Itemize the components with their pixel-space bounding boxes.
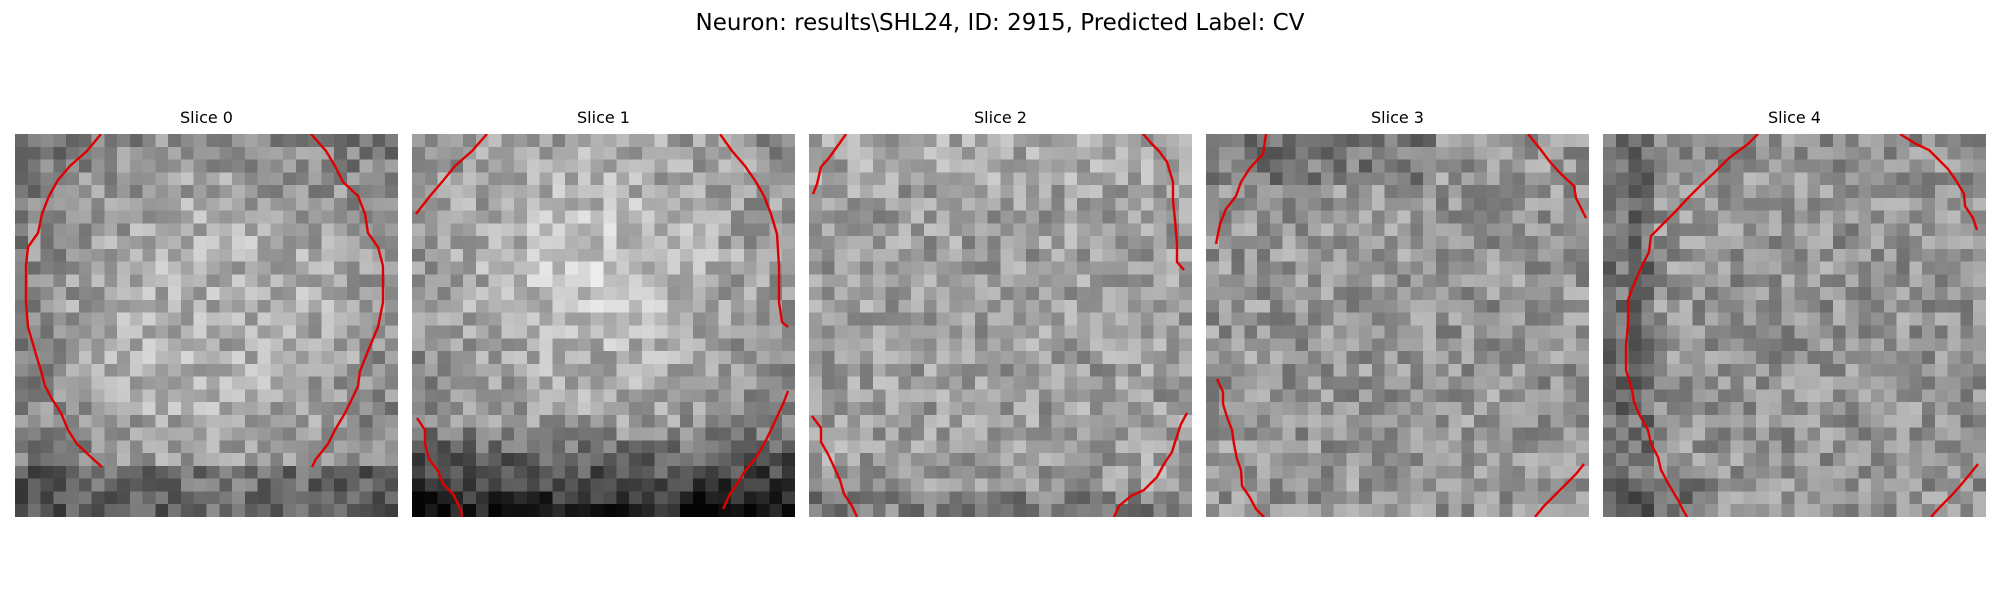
- slice-image-3: [1206, 134, 1589, 517]
- slice-title-0: Slice 0: [180, 108, 233, 127]
- figure-title: Neuron: results\SHL24, ID: 2915, Predict…: [695, 10, 1305, 36]
- slice-image-1: [412, 134, 795, 517]
- slice-title-1: Slice 1: [577, 108, 630, 127]
- slice-panel-2: Slice 2: [809, 108, 1192, 517]
- roi-contour-0: [24, 134, 385, 468]
- roi-contour-3: [1214, 134, 1588, 517]
- slice-image-2: [809, 134, 1192, 517]
- slice-image-4: [1603, 134, 1986, 517]
- roi-contour-1: [415, 134, 790, 517]
- slice-panel-1: Slice 1: [412, 108, 795, 517]
- roi-contour-4: [1624, 134, 1979, 517]
- roi-contour-2: [811, 134, 1189, 517]
- slice-panel-0: Slice 0: [15, 108, 398, 517]
- slice-panel-4: Slice 4: [1603, 108, 1986, 517]
- slice-title-2: Slice 2: [974, 108, 1027, 127]
- slice-title-3: Slice 3: [1371, 108, 1424, 127]
- slice-title-4: Slice 4: [1768, 108, 1821, 127]
- slice-image-0: [15, 134, 398, 517]
- slice-panel-3: Slice 3: [1206, 108, 1589, 517]
